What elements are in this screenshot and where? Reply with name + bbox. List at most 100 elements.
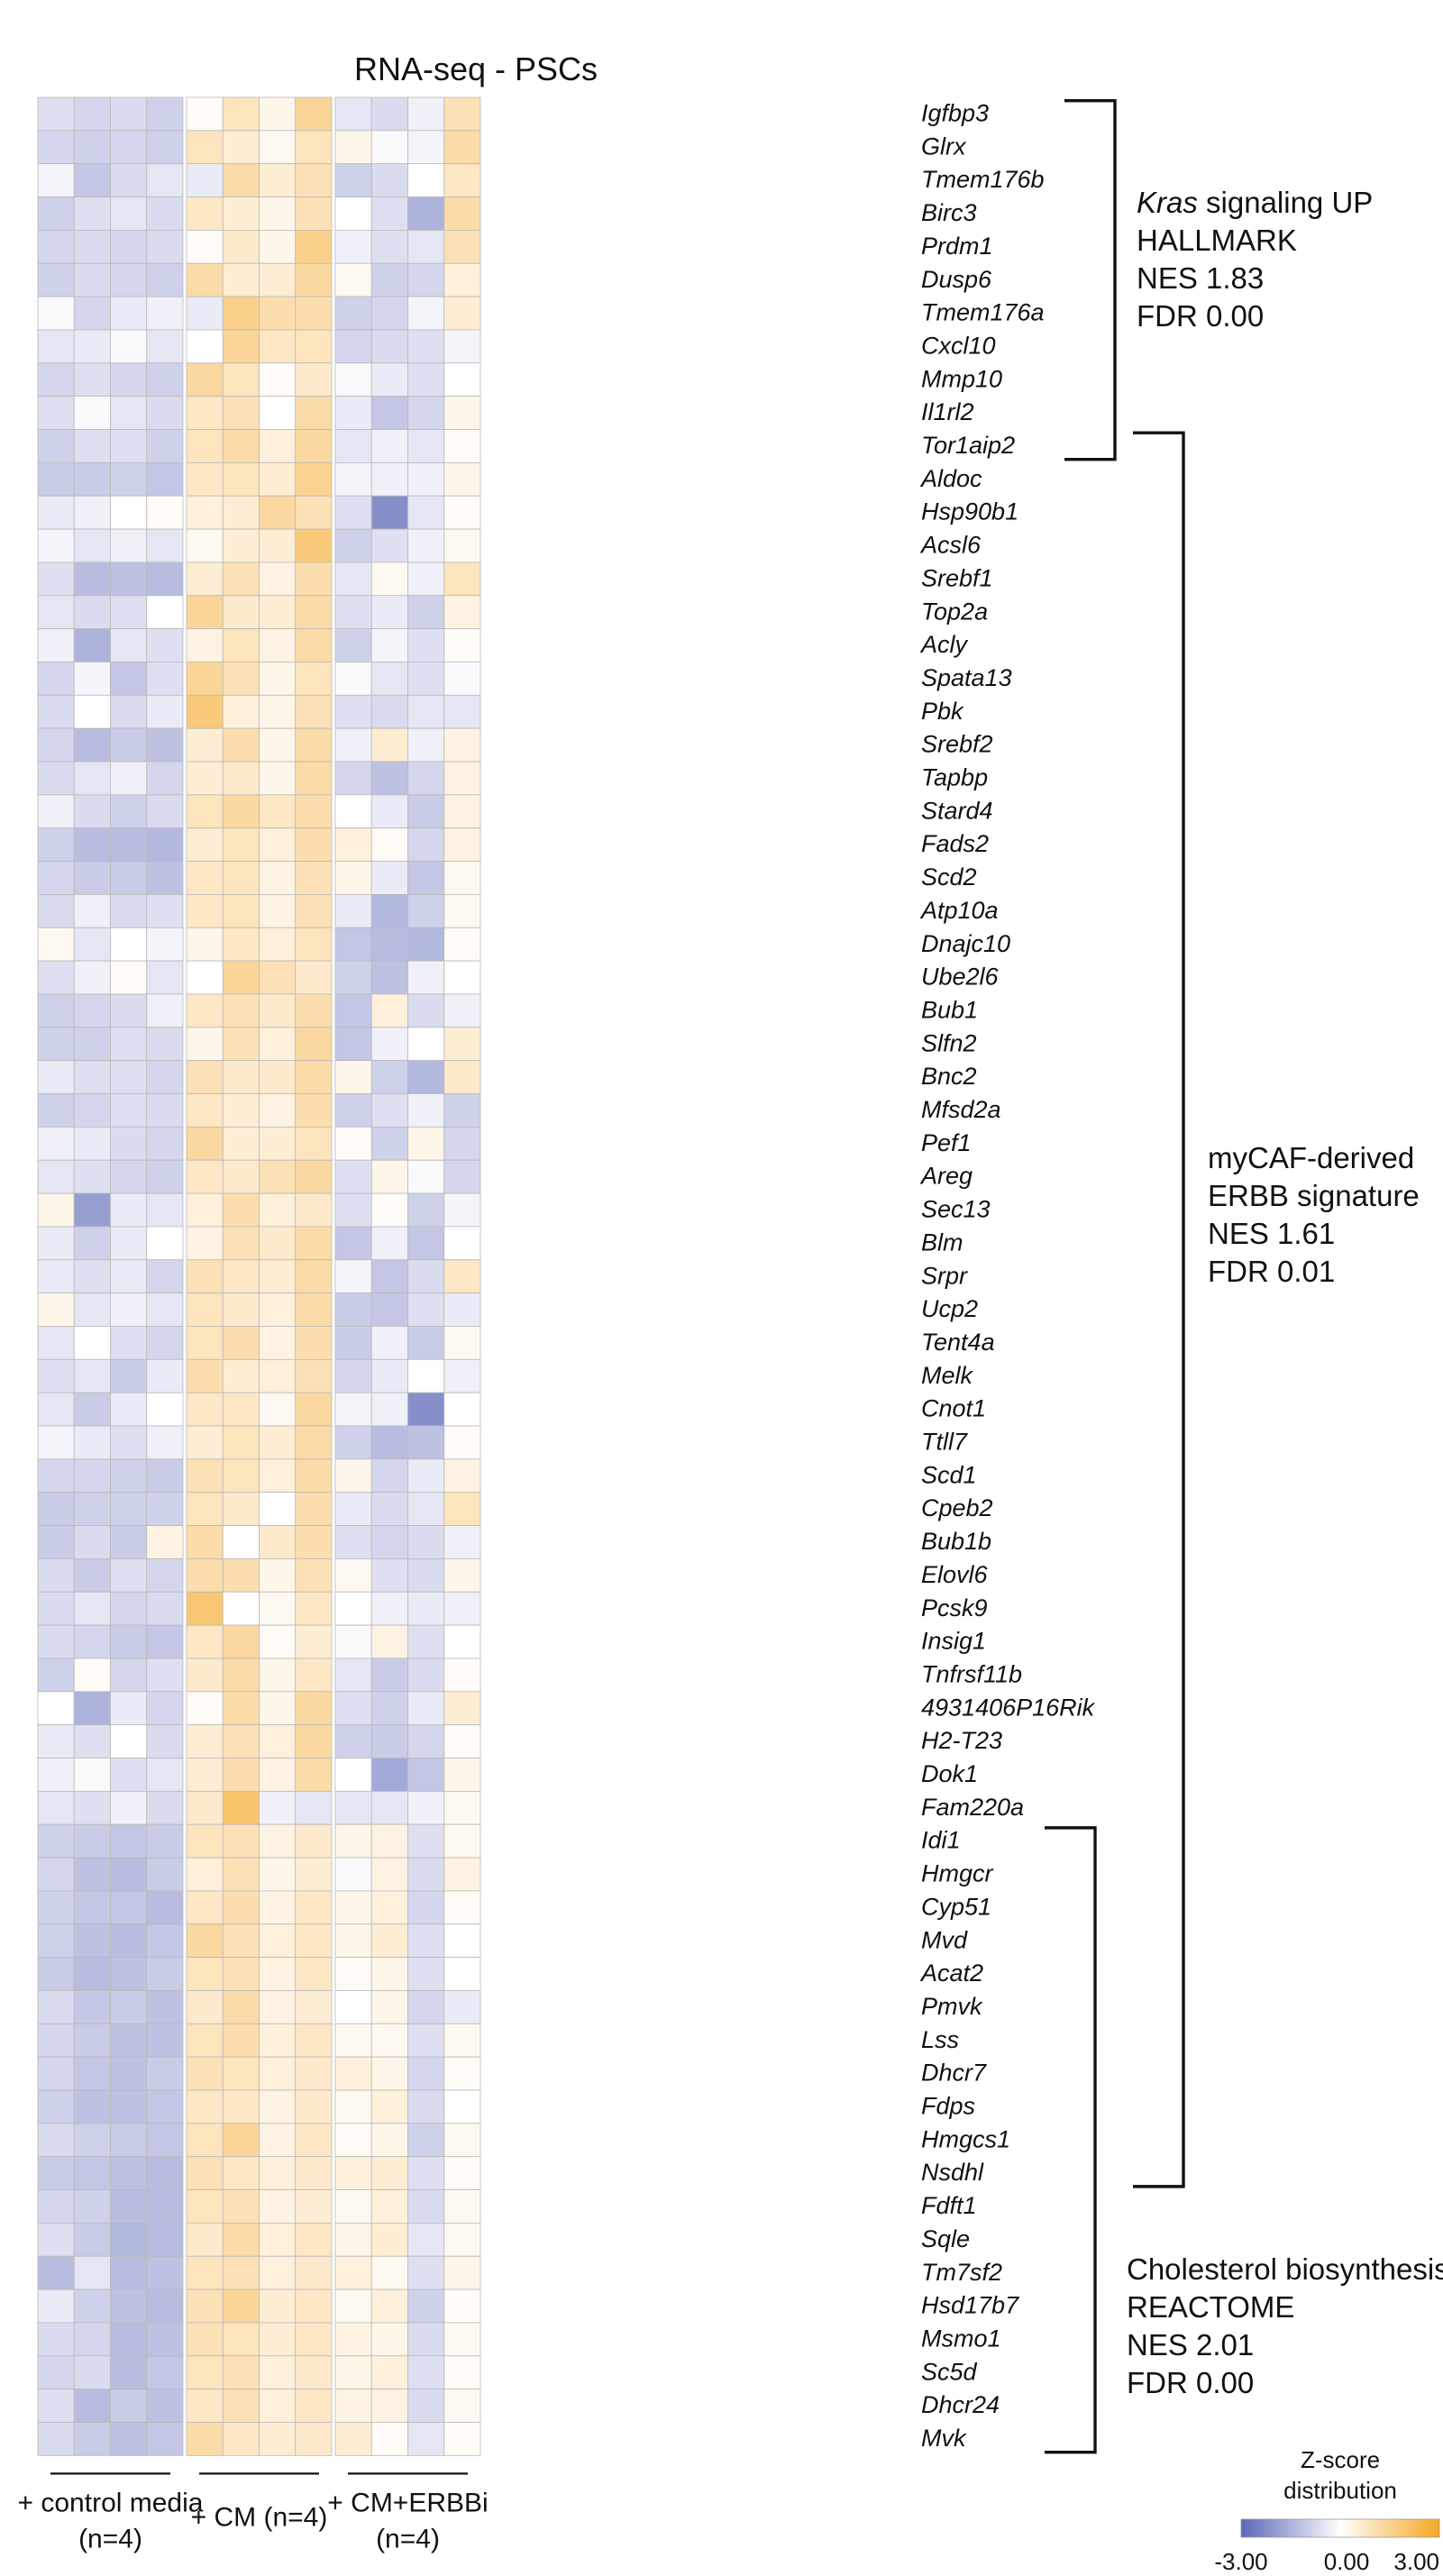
- heatmap-cell: [223, 1658, 259, 1692]
- heatmap-cell: [223, 297, 259, 330]
- heatmap-cell: [223, 1160, 259, 1193]
- heatmap-cell: [74, 1326, 110, 1359]
- heatmap-cell: [74, 197, 110, 231]
- heatmap-cell: [371, 596, 407, 629]
- heatmap-cell: [444, 297, 480, 330]
- heatmap-cell: [335, 1493, 371, 1526]
- heatmap-cell: [187, 529, 223, 562]
- heatmap-cell: [444, 1393, 480, 1426]
- heatmap-cell: [408, 2256, 444, 2289]
- heatmap-cell: [371, 330, 407, 363]
- heatmap-cell: [38, 1359, 74, 1393]
- heatmap-cell: [111, 1359, 147, 1393]
- heatmap-cell: [187, 1260, 223, 1293]
- group-label: (n=4): [376, 2524, 440, 2553]
- heatmap-cell: [408, 795, 444, 828]
- heatmap-cell: [223, 2289, 259, 2323]
- heatmap-cell: [260, 994, 296, 1028]
- heatmap-cell: [408, 1094, 444, 1128]
- heatmap-cell: [38, 828, 74, 862]
- heatmap-cell: [296, 2289, 332, 2323]
- heatmap-cell: [187, 2256, 223, 2289]
- heatmap-cell: [74, 2256, 110, 2289]
- heatmap-cell: [371, 629, 407, 662]
- heatmap-cell: [38, 97, 74, 131]
- heatmap-cell: [408, 2323, 444, 2356]
- heatmap-cell: [223, 1127, 259, 1160]
- heatmap-cell: [223, 2423, 259, 2456]
- heatmap-cell: [223, 1061, 259, 1094]
- heatmap-cell: [371, 828, 407, 862]
- heatmap-cell: [335, 1558, 371, 1592]
- heatmap-cell: [260, 1791, 296, 1824]
- heatmap-cell: [408, 1127, 444, 1160]
- heatmap-cell: [74, 1028, 110, 1061]
- heatmap-cell: [296, 330, 332, 363]
- heatmap-cell: [408, 1924, 444, 1958]
- heatmap-cell: [187, 397, 223, 430]
- heatmap-cell: [111, 961, 147, 994]
- heatmap-cell: [223, 927, 259, 961]
- heatmap-cell: [408, 1891, 444, 1924]
- heatmap-cell: [260, 1260, 296, 1293]
- heatmap-cell: [296, 1791, 332, 1824]
- heatmap-cell: [74, 1725, 110, 1758]
- heatmap-cell: [408, 2223, 444, 2256]
- heatmap-cell: [74, 430, 110, 463]
- heatmap-cell: [147, 2256, 183, 2289]
- heatmap-cell: [111, 596, 147, 629]
- heatmap-cell: [296, 2223, 332, 2256]
- heatmap-cell: [296, 462, 332, 496]
- heatmap-cell: [371, 2389, 407, 2423]
- heatmap-cell: [335, 1791, 371, 1824]
- heatmap-cell: [187, 263, 223, 297]
- heatmap-cell: [444, 2023, 480, 2057]
- heatmap-cell: [74, 961, 110, 994]
- heatmap-cell: [147, 496, 183, 529]
- heatmap-cell: [408, 496, 444, 529]
- heatmap-cell: [111, 1592, 147, 1625]
- heatmap-cell: [371, 397, 407, 430]
- heatmap-cell: [147, 728, 183, 762]
- heatmap-cell: [260, 1127, 296, 1160]
- heatmap-cell: [147, 894, 183, 927]
- heatmap-cell: [187, 1493, 223, 1526]
- heatmap-cell: [74, 1127, 110, 1160]
- heatmap-cell: [296, 828, 332, 862]
- heatmap-cell: [408, 1326, 444, 1359]
- heatmap-cell: [408, 1359, 444, 1393]
- heatmap-cell: [371, 2157, 407, 2190]
- heatmap-cell: [187, 862, 223, 895]
- heatmap-cell: [371, 430, 407, 463]
- heatmap-cell: [147, 1791, 183, 1824]
- heatmap-cell: [187, 1758, 223, 1792]
- heatmap-cell: [74, 97, 110, 131]
- heatmap-cell: [260, 97, 296, 131]
- heatmap-cell: [408, 596, 444, 629]
- heatmap-cell: [147, 1592, 183, 1625]
- heatmap-cell: [296, 230, 332, 263]
- gene-label: Dnajc10: [921, 930, 1010, 957]
- heatmap-cell: [335, 1061, 371, 1094]
- heatmap-cell: [223, 662, 259, 695]
- heatmap-cell: [371, 263, 407, 297]
- heatmap-cell: [223, 1193, 259, 1227]
- heatmap-cell: [74, 596, 110, 629]
- group-label: + CM (n=4): [191, 2502, 328, 2532]
- heatmap-cell: [187, 1193, 223, 1227]
- heatmap-cell: [111, 1493, 147, 1526]
- heatmap-cell: [408, 397, 444, 430]
- gene-set-bracket: [1133, 433, 1183, 2187]
- heatmap-cell: [223, 2356, 259, 2389]
- heatmap-cell: [408, 1692, 444, 1725]
- heatmap-cell: [408, 2423, 444, 2456]
- heatmap-cell: [408, 1725, 444, 1758]
- heatmap-cell: [223, 961, 259, 994]
- heatmap-cell: [111, 197, 147, 231]
- heatmap-cell: [147, 529, 183, 562]
- heatmap-cell: [260, 1160, 296, 1193]
- heatmap-cell: [371, 1127, 407, 1160]
- heatmap-cell: [74, 762, 110, 795]
- heatmap-cell: [444, 164, 480, 197]
- heatmap-cell: [335, 1393, 371, 1426]
